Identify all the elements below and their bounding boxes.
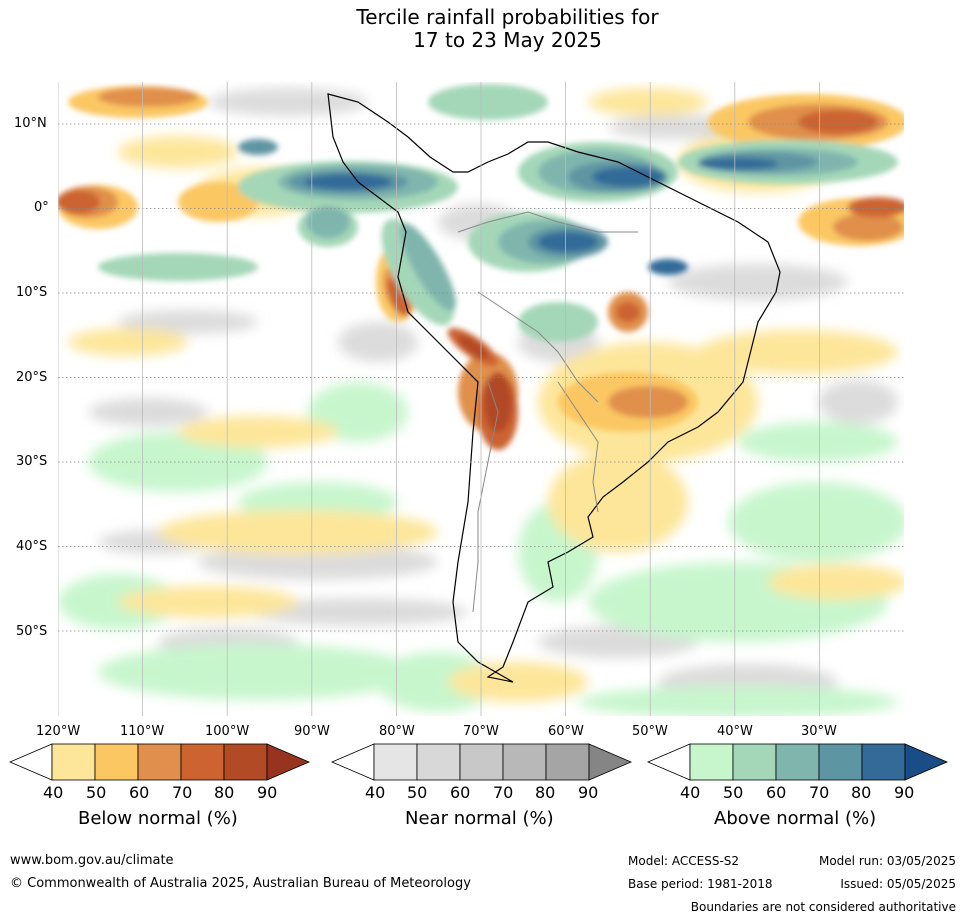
cb-below-tick-80: 80 — [214, 783, 235, 802]
cb-near-tick-90: 90 — [578, 783, 599, 802]
colorbar-near-low-arrow — [330, 743, 375, 781]
lon-label-110w: 110°W — [120, 724, 165, 739]
lon-label-70w: 70°W — [463, 724, 499, 739]
lat-label-10s: 10°S — [16, 285, 48, 300]
colorbar-below-bin-3 — [180, 743, 225, 781]
lon-label-90w: 90°W — [294, 724, 330, 739]
cb-near-tick-50: 50 — [407, 783, 428, 802]
colorbar-above-high-arrow — [904, 743, 949, 781]
colorbar-strip — [8, 743, 949, 781]
coastline — [327, 93, 781, 683]
cb-near-tick-80: 80 — [535, 783, 556, 802]
issued-text: Issued: 05/05/2025 — [840, 877, 956, 891]
cb-near-title: Near normal (%) — [405, 808, 554, 829]
lat-label-0: 0° — [34, 200, 49, 215]
copyright-text: © Commonwealth of Australia 2025, Austra… — [10, 876, 471, 891]
cb-above-tick-70: 70 — [809, 783, 830, 802]
cb-below-tick-50: 50 — [86, 783, 107, 802]
probability-map — [58, 82, 904, 716]
lon-label-30w: 30°W — [801, 724, 837, 739]
lat-label-40s: 40°S — [16, 539, 48, 554]
cb-above-tick-90: 90 — [894, 783, 915, 802]
lon-label-100w: 100°W — [205, 724, 250, 739]
cb-near-tick-70: 70 — [493, 783, 514, 802]
map-title-line-2: 17 to 23 May 2025 — [413, 28, 602, 52]
colorbar-above-bin-4 — [861, 743, 906, 781]
colorbar-below-bin-1 — [94, 743, 139, 781]
colorbar-near-bin-2 — [459, 743, 504, 781]
colorbar-near-bin-0 — [373, 743, 418, 781]
model-run-text: Model run: 03/05/2025 — [818, 854, 956, 868]
lat-label-10n: 10°N — [14, 116, 47, 131]
cb-above-tick-40: 40 — [680, 783, 701, 802]
colorbar-below-bin-2 — [137, 743, 182, 781]
website-link[interactable]: www.bom.gov.au/climate — [10, 853, 174, 868]
cb-below-title: Below normal (%) — [78, 808, 238, 829]
colorbar-below-low-arrow — [8, 743, 53, 781]
cb-below-tick-40: 40 — [43, 783, 64, 802]
colorbar-above-bin-3 — [818, 743, 863, 781]
base-period-text: Base period: 1981-2018 — [628, 877, 773, 891]
colorbar-near-bin-4 — [545, 743, 590, 781]
lon-label-80w: 80°W — [379, 724, 415, 739]
colorbar-above-bin-2 — [775, 743, 820, 781]
lon-label-40w: 40°W — [717, 724, 753, 739]
cb-below-tick-60: 60 — [129, 783, 150, 802]
cb-above-tick-60: 60 — [766, 783, 787, 802]
colorbar-below — [8, 743, 311, 781]
colorbar-above-bin-0 — [689, 743, 734, 781]
cb-above-tick-80: 80 — [851, 783, 872, 802]
cb-below-tick-70: 70 — [172, 783, 193, 802]
lon-label-60w: 60°W — [548, 724, 584, 739]
graticule — [58, 123, 904, 632]
colorbar-above-low-arrow — [646, 743, 691, 781]
lon-label-120w: 120°W — [36, 724, 81, 739]
cb-below-tick-90: 90 — [257, 783, 278, 802]
cb-near-tick-40: 40 — [365, 783, 386, 802]
graticule-meridians — [58, 82, 820, 716]
strong-signal-fields — [58, 84, 904, 450]
probability-fields — [58, 88, 904, 716]
lon-label-50w: 50°W — [632, 724, 668, 739]
cb-near-tick-60: 60 — [450, 783, 471, 802]
colorbar-near-high-arrow — [588, 743, 633, 781]
colorbar-above — [646, 743, 949, 781]
map-title-line-1: Tercile rainfall probabilities for — [356, 5, 659, 29]
colorbar-near-bin-1 — [416, 743, 461, 781]
lat-label-30s: 30°S — [16, 454, 48, 469]
lat-label-20s: 20°S — [16, 370, 48, 385]
disclaimer-text: Boundaries are not considered authoritat… — [690, 900, 956, 914]
cb-above-title: Above normal (%) — [714, 808, 877, 829]
colorbar-below-high-arrow — [266, 743, 311, 781]
model-text: Model: ACCESS-S2 — [628, 854, 740, 868]
cb-above-tick-50: 50 — [723, 783, 744, 802]
colorbar-above-bin-1 — [732, 743, 777, 781]
colorbar-near — [330, 743, 633, 781]
lat-label-50s: 50°S — [16, 624, 48, 639]
colorbar-below-bin-4 — [223, 743, 268, 781]
colorbar-below-bin-0 — [51, 743, 96, 781]
borders — [457, 211, 638, 613]
colorbar-near-bin-3 — [502, 743, 547, 781]
